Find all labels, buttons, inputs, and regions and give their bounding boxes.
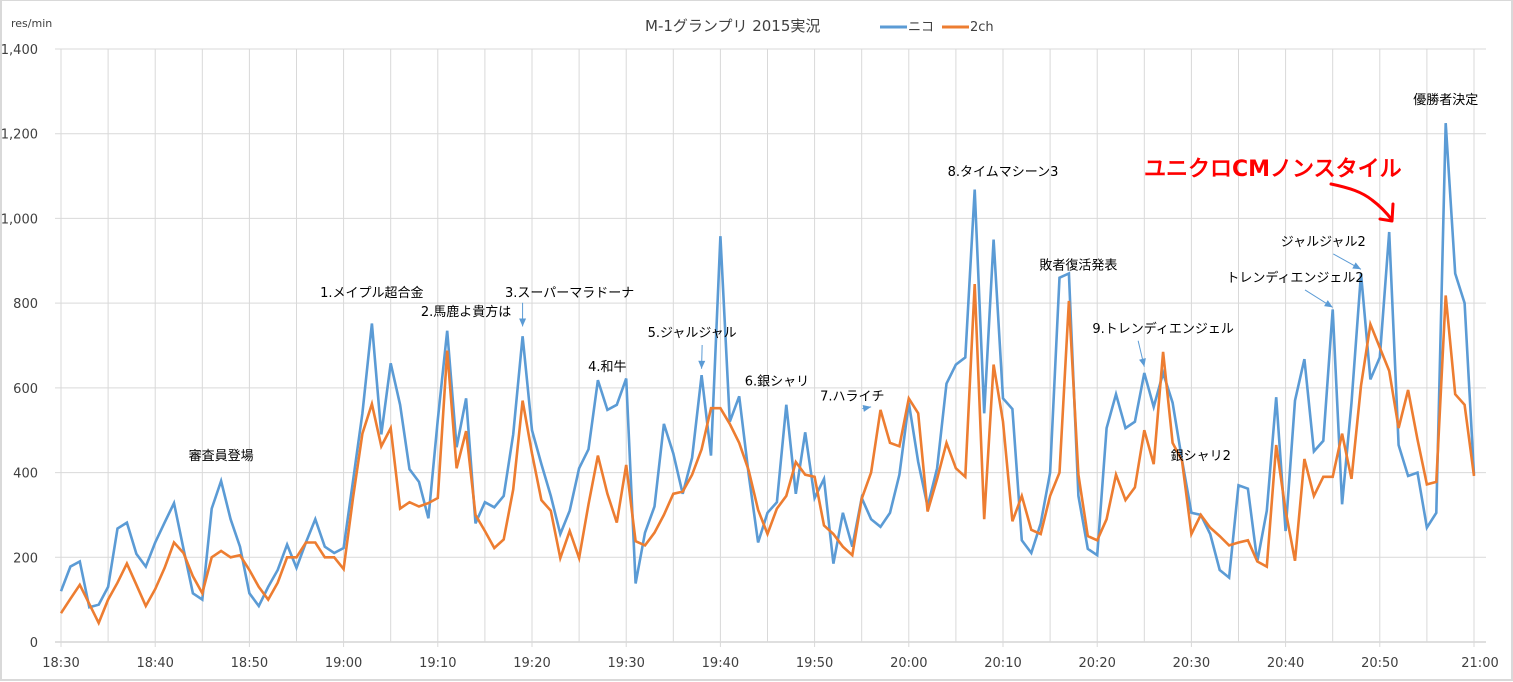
arrowhead-icon: [1139, 358, 1146, 367]
y-tick-label: 800: [13, 297, 38, 312]
annotation-label: 銀シャリ2: [1171, 449, 1231, 464]
x-tick-label: 18:50: [231, 656, 268, 671]
red-callout: ユニクロCMノンスタイル: [1144, 157, 1402, 223]
annotations: 審査員登場 1.メイプル超合金 2.馬鹿よ貴方は 3.スーパーマラドーナ 4.和牛 5.ジ…: [189, 93, 1479, 464]
x-tick-label: 19:00: [325, 656, 362, 671]
series-lines: [59, 123, 1476, 627]
y-tick-label: 0: [30, 636, 38, 651]
x-tick-label: 18:40: [136, 656, 173, 671]
x-tick-label: 19:30: [607, 656, 644, 671]
x-tick-label: 20:10: [984, 656, 1021, 671]
annotation-label: 2.馬鹿よ貴方は: [421, 304, 511, 320]
annotation-label: 7.ハライチ: [820, 390, 884, 405]
x-tick-label: 19:50: [796, 656, 833, 671]
x-tick-label: 18:30: [42, 656, 79, 671]
legend-label-niko: ニコ: [908, 20, 934, 35]
annotation-label: 優勝者決定: [1413, 93, 1478, 108]
arrowhead-icon: [698, 360, 706, 369]
x-tick-label: 20:40: [1267, 656, 1304, 671]
x-tick-labels: 18:30 18:40 18:50 19:00 19:10 19:20 19:30 19:40…: [42, 656, 1498, 671]
annotation-label: 1.メイプル超合金: [320, 285, 423, 301]
y-tick-label: 1,200: [1, 128, 38, 143]
callout-arrow: [1329, 182, 1395, 223]
y-tick-label: 400: [13, 467, 38, 482]
annotation-label: トレンディエンジェル2: [1226, 270, 1363, 286]
x-tick-label: 19:10: [419, 656, 456, 671]
y-tick-label: 200: [13, 551, 38, 566]
chart-title: M-1グランプリ 2015実況: [645, 17, 820, 35]
arrowhead-icon: [1324, 300, 1333, 308]
annotation-label: 3.スーパーマラドーナ: [505, 286, 634, 301]
arrowhead-icon: [1352, 262, 1361, 270]
x-tick-label: 19:40: [702, 656, 739, 671]
x-tick-label: 20:20: [1078, 656, 1115, 671]
annotation-label: 5.ジャルジャル: [648, 326, 737, 341]
x-tick-label: 21:00: [1461, 656, 1498, 671]
annotation-label: 審査員登場: [189, 449, 254, 464]
x-tick-label: 20:00: [890, 656, 927, 671]
annotation-label: 6.銀シャリ: [745, 375, 809, 390]
y-tick-label: 1,400: [1, 43, 38, 58]
chart-header: M-1グランプリ 2015実況 ニコ 2ch: [645, 17, 994, 35]
y-tick-label: 600: [13, 382, 38, 397]
legend-label-2ch: 2ch: [970, 20, 994, 35]
annotation-label: 8.タイムマシーン3: [948, 165, 1059, 180]
grid: [55, 48, 1486, 647]
x-tick-label: 20:50: [1361, 656, 1398, 671]
arrowhead-icon: [519, 318, 527, 327]
annotation-label: ジャルジャル2: [1281, 235, 1366, 250]
callout-text: ユニクロCMノンスタイル: [1144, 157, 1402, 182]
x-tick-label: 20:30: [1173, 656, 1210, 671]
y-tick-label: 1,000: [1, 212, 38, 227]
x-tick-label: 19:20: [513, 656, 550, 671]
annotation-label: 敗者復活発表: [1039, 257, 1117, 273]
arrowhead-icon: [862, 404, 872, 412]
y-axis-label: res/min: [11, 17, 52, 30]
annotation-label: 9.トレンディエンジェル: [1092, 321, 1234, 337]
y-tick-labels: 0 200 400 600 800 1,000 1,200 1,400: [1, 43, 38, 651]
annotation-label: 4.和牛: [588, 360, 626, 375]
